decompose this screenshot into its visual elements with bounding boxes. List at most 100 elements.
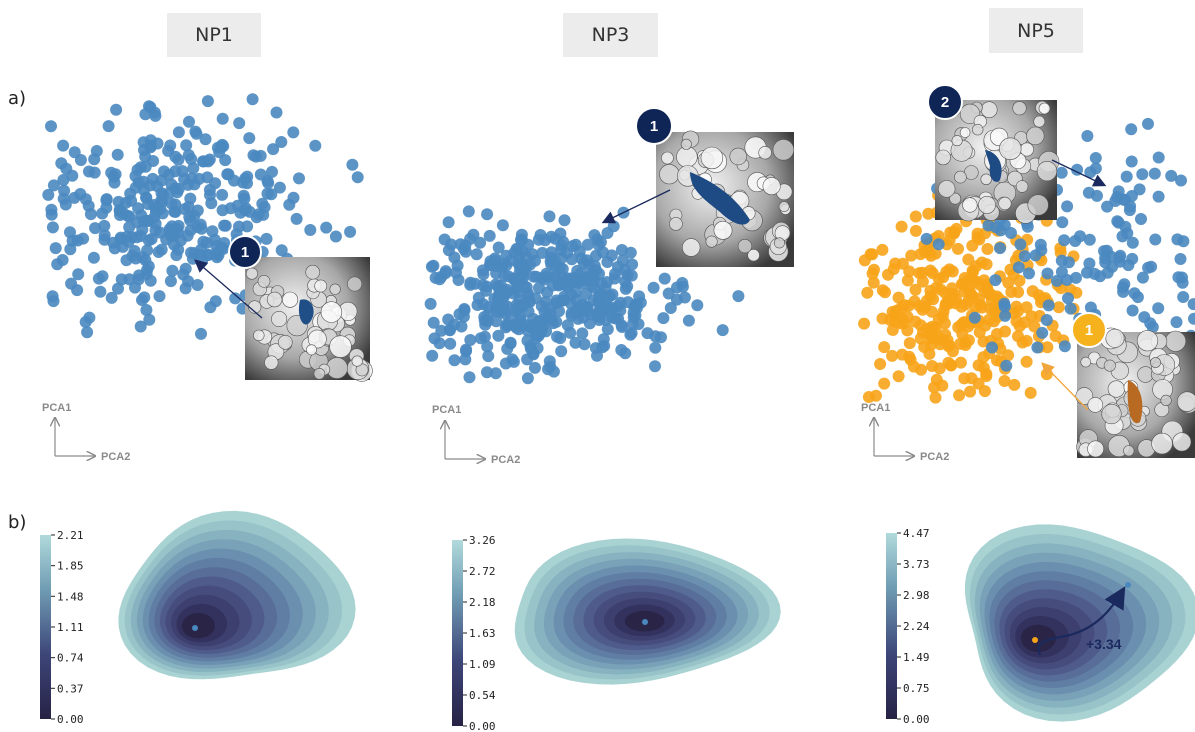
scatter-point: [467, 228, 480, 241]
scatter-point: [438, 233, 451, 246]
scatter-point: [147, 199, 160, 211]
scatter-point: [261, 187, 274, 200]
scatter-point: [1000, 359, 1013, 372]
scatter-point: [538, 273, 551, 286]
scatter-point: [477, 298, 490, 311]
scatter-point: [1029, 249, 1042, 262]
scatter-point: [1055, 254, 1068, 267]
scatter-point: [926, 360, 939, 372]
scatter-point: [1058, 234, 1071, 247]
scatter-point: [88, 153, 101, 166]
scatter-point: [1111, 215, 1124, 228]
scatter-point: [529, 361, 541, 374]
scatter-point: [258, 201, 271, 214]
scatter-point: [649, 360, 661, 373]
scatter-point: [215, 141, 227, 154]
scatter-point: [914, 332, 927, 345]
scatter-point: [189, 125, 202, 138]
scatter-point: [990, 221, 1002, 234]
scatter-point: [1069, 235, 1082, 247]
np1-pca2-label: PCA2: [101, 451, 130, 463]
scatter-point: [1126, 304, 1139, 317]
np5-pocket-inset-1: [1075, 327, 1195, 458]
panel-a-label: a): [8, 88, 27, 109]
scatter-point: [878, 341, 891, 354]
scatter-point: [886, 349, 899, 362]
np1-pocket-arrow: [194, 259, 263, 319]
scatter-point: [133, 269, 145, 282]
scatter-point: [882, 268, 894, 281]
scatter-point: [589, 249, 602, 262]
scatter-point: [985, 288, 998, 301]
scatter-point: [1055, 166, 1068, 179]
scatter-point: [201, 95, 214, 108]
scatter-point: [575, 274, 588, 286]
scatter-point: [624, 246, 637, 259]
scatter-point: [592, 239, 605, 251]
scatter-point: [1032, 289, 1045, 302]
scatter-point: [144, 139, 157, 152]
scatter-point: [1091, 189, 1103, 202]
scatter-point: [94, 285, 107, 298]
scatter-point: [186, 252, 199, 265]
scatter-point: [464, 334, 477, 346]
scatter-point: [615, 344, 628, 356]
scatter-point: [498, 269, 511, 282]
scatter-point: [172, 126, 185, 139]
scatter-point: [932, 238, 945, 251]
scatter-point: [569, 336, 582, 349]
scatter-point: [1121, 227, 1134, 240]
scatter-point: [528, 318, 541, 331]
scatter-point: [458, 303, 471, 315]
scatter-point: [290, 212, 303, 225]
colorbar-tick-label: 0.74: [57, 652, 84, 665]
scatter-point: [1136, 168, 1149, 181]
scatter-point: [1024, 386, 1037, 399]
np5-pca2-label: PCA2: [920, 451, 949, 463]
scatter-point: [504, 336, 517, 349]
scatter-point: [231, 199, 244, 212]
scatter-point: [621, 269, 634, 282]
scatter-point: [478, 311, 491, 323]
scatter-point: [553, 305, 565, 318]
np3-pocket-inset: [656, 130, 795, 267]
density-center-point: [192, 625, 198, 631]
scatter-point: [1036, 326, 1049, 339]
np1-pca1-label: PCA1: [42, 402, 71, 414]
scatter-point: [481, 366, 493, 379]
scatter-point: [545, 246, 558, 259]
colorbar-tick-label: 2.21: [57, 529, 84, 542]
scatter-point: [482, 350, 495, 363]
scatter-point: [1056, 216, 1069, 229]
scatter-point: [176, 165, 189, 178]
scatter-point: [155, 174, 168, 187]
scatter-point: [1152, 302, 1165, 315]
scatter-point: [1041, 267, 1054, 280]
colorbar-tick-label: 0.37: [57, 682, 84, 695]
scatter-point: [541, 286, 554, 299]
scatter-point: [219, 154, 232, 167]
np5-pca-axes: PCA1 PCA2: [861, 402, 949, 463]
scatter-point: [862, 391, 875, 403]
scatter-point: [444, 337, 457, 350]
scatter-point: [691, 299, 704, 312]
scatter-point: [864, 248, 877, 261]
scatter-point: [211, 251, 223, 264]
scatter-point: [1042, 299, 1055, 312]
scatter-point: [496, 219, 509, 232]
scatter-point: [716, 324, 729, 337]
scatter-point: [84, 208, 97, 221]
scatter-point: [179, 282, 192, 295]
scatter-point: [492, 289, 505, 302]
scatter-point: [481, 340, 494, 353]
np5-pocket-1-arrow: [1041, 362, 1089, 411]
scatter-point: [682, 314, 695, 327]
scatter-point: [1187, 298, 1195, 311]
np5-pocket-2-arrow: [1051, 159, 1107, 187]
np3-title: NP3: [563, 13, 658, 57]
scatter-point: [424, 297, 437, 310]
scatter-point: [1012, 286, 1025, 299]
scatter-point: [1152, 151, 1165, 164]
scatter-point: [120, 230, 133, 243]
scatter-point: [536, 246, 549, 259]
